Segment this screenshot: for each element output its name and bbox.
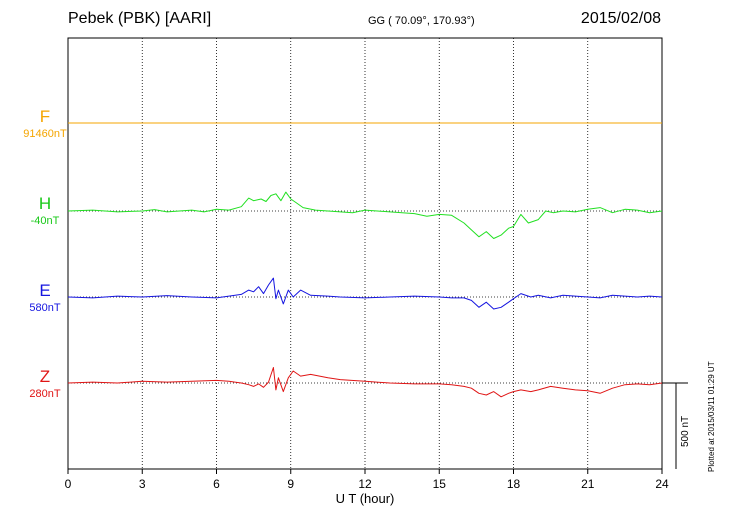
tick-label: 18: [507, 477, 521, 491]
date-label: 2015/02/08: [580, 10, 661, 27]
tick-label: 3: [139, 477, 146, 491]
series-baseline-z: 280nT: [29, 388, 61, 400]
series-name-h: H: [38, 194, 52, 213]
tick-label: 15: [433, 477, 447, 491]
series-label-f: F 91460nT: [15, 107, 75, 140]
scale-bar: [662, 382, 688, 469]
grid: [68, 38, 662, 469]
x-ticks: 0 3 6 9 12 15 18 21 24: [65, 469, 669, 491]
series-baseline-f: 91460nT: [23, 128, 67, 140]
series-lines: [67, 122, 663, 398]
series-baseline-e: 580nT: [29, 302, 61, 314]
tick-label: 9: [287, 477, 294, 491]
series-baseline-h: -40nT: [30, 215, 60, 227]
scale-bar-label: 500 nT: [680, 415, 691, 447]
series-name-f: F: [39, 107, 51, 126]
tick-label: 12: [358, 477, 372, 491]
tick-label: 24: [655, 477, 669, 491]
plotted-timestamp: Plotted at 2015/03/11 01:29 UT: [707, 361, 716, 472]
station-title: Pebek (PBK) [AARI]: [68, 10, 212, 27]
x-axis-label: U T (hour): [336, 491, 395, 506]
series-label-h: H -40nT: [15, 194, 75, 227]
series-name-e: E: [39, 281, 51, 300]
coordinates-label: GG ( 70.09°, 170.93°): [368, 15, 475, 27]
tick-label: 0: [65, 477, 72, 491]
series-line-e: [67, 277, 663, 310]
series-label-e: E 580nT: [15, 281, 75, 314]
tick-label: 6: [213, 477, 220, 491]
series-line-z: [67, 367, 663, 398]
tick-label: 21: [581, 477, 595, 491]
series-label-z: Z 280nT: [15, 367, 75, 400]
series-name-z: Z: [39, 367, 51, 386]
series-line-h: [67, 191, 663, 239]
